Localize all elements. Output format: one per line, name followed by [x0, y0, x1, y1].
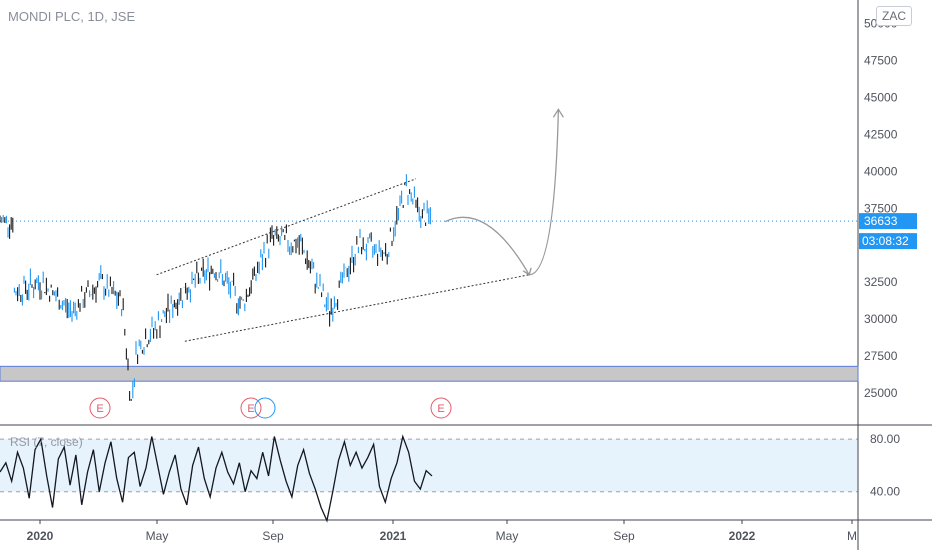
countdown-value: 03:08:32 — [862, 234, 909, 248]
y-tick-label: 25000 — [864, 386, 898, 400]
x-tick-label: May — [146, 529, 169, 543]
x-tick-label: M — [847, 529, 857, 543]
symbol-title: MONDI PLC, 1D, JSE — [8, 9, 136, 24]
earnings-marker — [89, 397, 111, 419]
rsi-series — [0, 434, 433, 523]
rsi-tick-label: 40.00 — [870, 485, 900, 499]
last-price-tag — [859, 213, 917, 230]
support-zone-rect — [0, 365, 859, 382]
axes: 5000047500450004250040000375003250030000… — [27, 17, 901, 543]
projection-arrow — [444, 109, 560, 276]
earnings-label: E — [96, 403, 103, 415]
y-tick-label: 37500 — [864, 201, 898, 215]
rsi-fill — [0, 439, 858, 492]
x-tick-label: Sep — [262, 529, 284, 543]
x-tick-label: 2021 — [380, 529, 407, 543]
x-tick-label: May — [496, 529, 519, 543]
y-tick-label: 47500 — [864, 54, 898, 68]
y-tick-label: 45000 — [864, 91, 898, 105]
y-tick-label: 40000 — [864, 164, 898, 178]
x-tick-label: 2020 — [27, 529, 54, 543]
last-price-value: 36633 — [864, 214, 898, 228]
countdown-tag — [859, 233, 917, 250]
price-tags: 36633 03:08:32 — [859, 213, 917, 250]
trend-drawings — [0, 108, 858, 342]
rsi-band — [0, 438, 858, 493]
y-tick-label: 30000 — [864, 312, 898, 326]
lower-channel-line — [184, 274, 530, 342]
support-zone — [0, 365, 859, 382]
rsi-tick-label: 80.00 — [870, 432, 900, 446]
dividend-marker — [254, 397, 276, 419]
rsi-label: RSI (7, close) — [10, 435, 83, 449]
y-tick-label: 27500 — [864, 349, 898, 363]
earnings-label: E — [437, 403, 444, 415]
projection-arrowhead — [552, 108, 564, 118]
x-tick-label: 2022 — [729, 529, 756, 543]
x-tick-label: Sep — [613, 529, 635, 543]
earnings-label: E — [247, 403, 254, 415]
y-tick-label: 32500 — [864, 275, 898, 289]
projection-arrowhead — [522, 267, 532, 276]
earnings-marker — [430, 397, 452, 419]
y-tick-label: 42500 — [864, 127, 898, 141]
rsi-line — [0, 434, 433, 523]
currency-badge[interactable]: ZAC — [876, 6, 912, 26]
